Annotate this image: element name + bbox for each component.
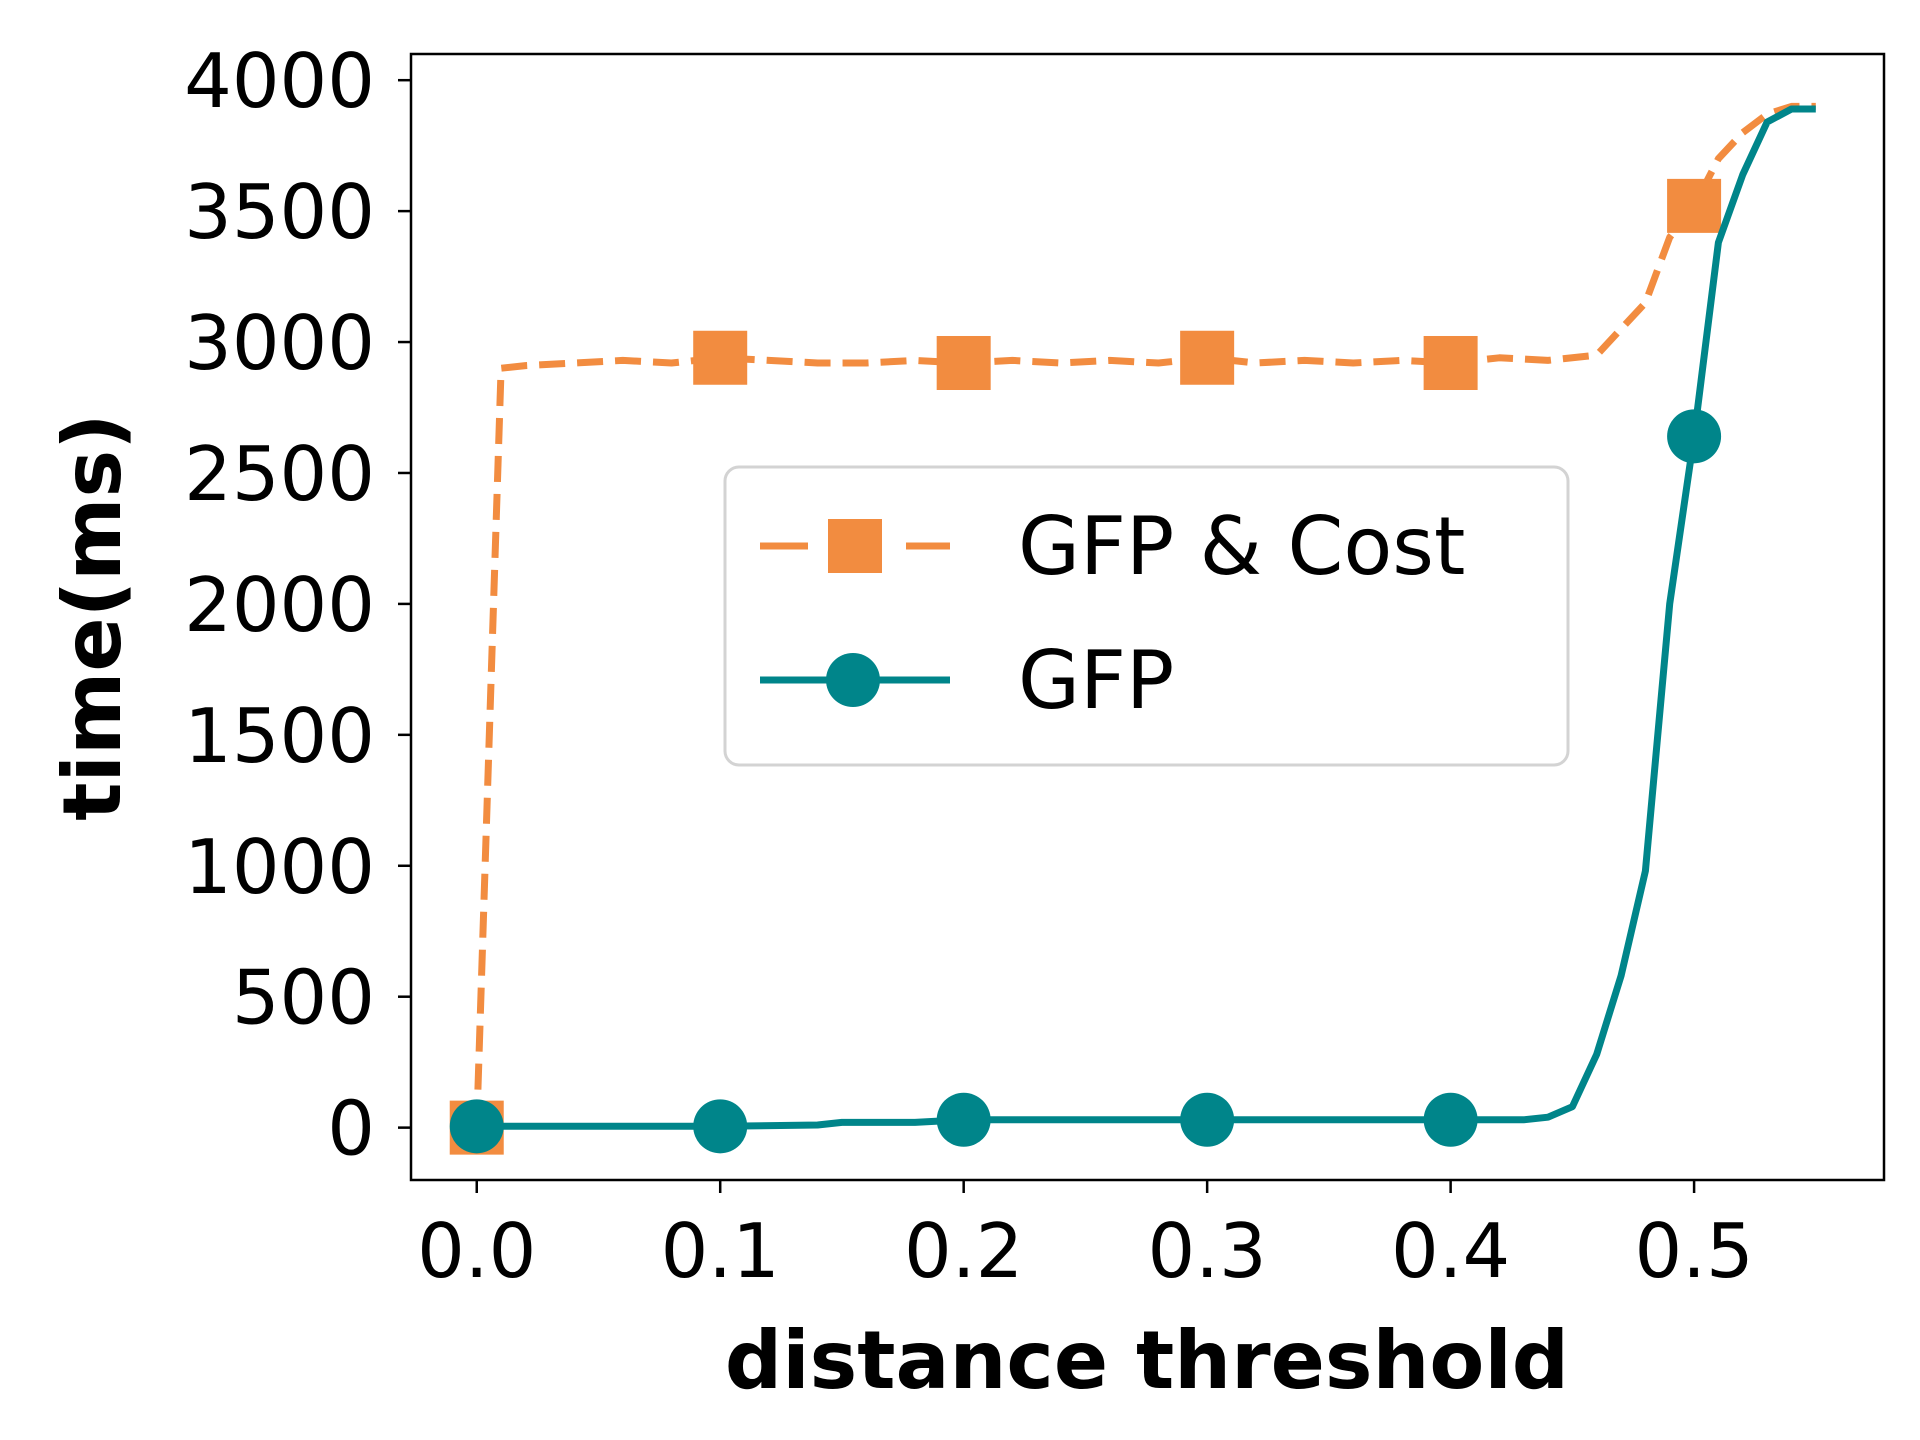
x-axis-ticks: 0.0 0.1 0.2 0.3 0.4 0.5	[417, 1180, 1754, 1295]
legend-marker-square	[828, 519, 882, 573]
series-1	[449, 105, 1816, 1154]
data-point-circle	[1423, 1092, 1478, 1147]
y-tick-label: 3500	[184, 168, 375, 256]
plot-frame	[409, 52, 1886, 1182]
legend-frame	[723, 465, 1570, 767]
data-point-circle	[1667, 409, 1722, 464]
legend-label: GFP & Cost	[1018, 500, 1465, 593]
legend-entry: GFP & Cost	[760, 500, 1465, 593]
data-point-circle	[1180, 1092, 1235, 1147]
x-tick-label: 0.3	[1148, 1207, 1267, 1295]
data-point-square	[1667, 178, 1722, 233]
y-tick-label: 2000	[184, 561, 375, 649]
series-line	[476, 105, 1816, 1130]
data-point-square	[1180, 330, 1235, 385]
y-tick-label: 1500	[184, 692, 375, 780]
data-point-square	[693, 330, 748, 385]
y-tick-label: 0	[327, 1085, 375, 1173]
data-point-circle	[449, 1099, 504, 1154]
x-tick-label: 0.2	[904, 1207, 1023, 1295]
legend-label: GFP	[1018, 634, 1174, 727]
y-tick-label: 500	[232, 954, 375, 1042]
y-tick-label: 3000	[184, 299, 375, 387]
series-layer	[449, 102, 1816, 1155]
data-point-circle	[936, 1092, 991, 1147]
y-tick-label: 1000	[184, 823, 375, 911]
y-tick-label: 4000	[184, 37, 375, 125]
legend-entry: GFP	[760, 634, 1174, 727]
legend-marker-circle	[826, 653, 880, 707]
data-point-square	[936, 335, 991, 390]
y-axis-label: time(ms)	[46, 413, 139, 820]
x-tick-label: 0.1	[661, 1207, 780, 1295]
data-point-circle	[693, 1099, 748, 1154]
y-tick-label: 2500	[184, 430, 375, 518]
x-tick-label: 0.5	[1634, 1207, 1753, 1295]
x-axis-label: distance threshold	[725, 1314, 1569, 1407]
x-tick-label: 0.4	[1391, 1207, 1510, 1295]
y-axis-ticks: 0 500 1000 1500 2000 2500 3000 3500 4000	[184, 37, 411, 1173]
legend-entries: GFP & Cost GFP	[760, 500, 1465, 727]
legend: GFP & Cost GFP	[723, 465, 1570, 767]
data-point-square	[1423, 335, 1478, 390]
x-tick-label: 0.0	[417, 1207, 536, 1295]
